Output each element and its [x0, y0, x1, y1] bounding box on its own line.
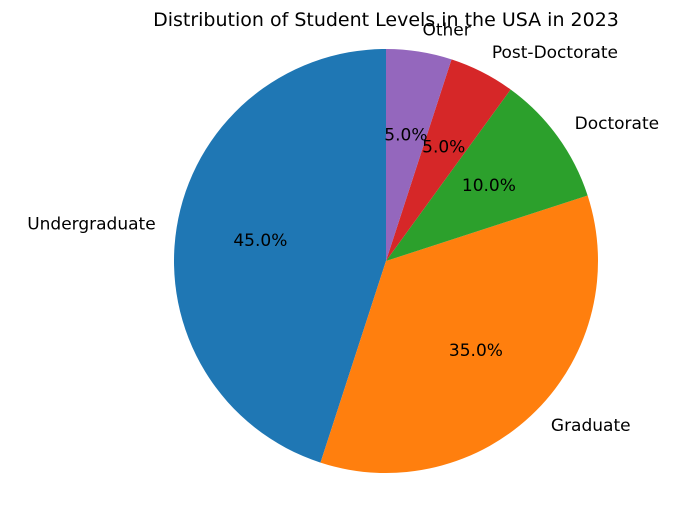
pie-slice-graduate — [320, 195, 598, 474]
pie-slice-post-doctorate — [386, 59, 511, 261]
pie-slices — [173, 49, 598, 474]
pie-slice-other — [386, 49, 452, 261]
slice-label-graduate: Graduate — [551, 416, 631, 436]
pct-label-post-doctorate: 5.0% — [422, 138, 465, 158]
slice-label-post-doctorate: Post-Doctorate — [492, 43, 618, 63]
slice-label-undergraduate: Undergraduate — [27, 215, 155, 235]
chart-title: Distribution of Student Levels in the US… — [153, 9, 619, 31]
slice-label-other: Other — [422, 21, 470, 41]
pie-slice-undergraduate — [173, 49, 386, 463]
pie-slice-doctorate — [386, 89, 588, 261]
pct-label-doctorate: 10.0% — [462, 176, 516, 196]
pct-label-undergraduate: 45.0% — [233, 231, 287, 251]
pct-label-other: 5.0% — [384, 125, 427, 145]
pie-labels: Undergraduate 45.0% Graduate 35.0% Doctorate… — [27, 21, 659, 436]
slice-label-doctorate: Doctorate — [575, 114, 659, 134]
pct-label-graduate: 35.0% — [449, 341, 503, 361]
